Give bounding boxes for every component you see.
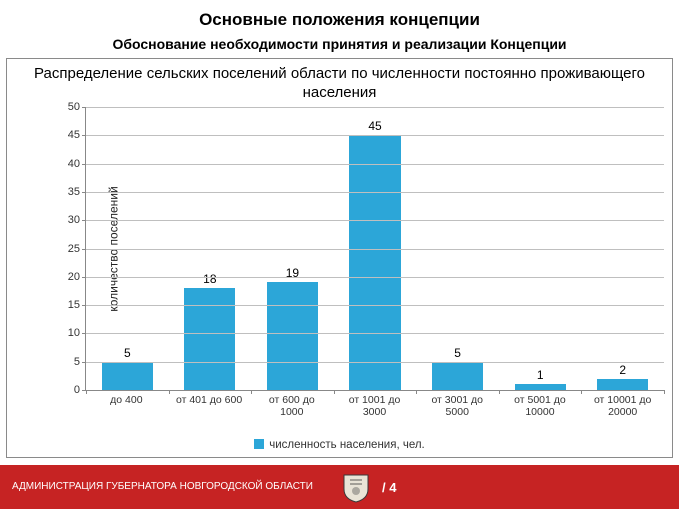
bar-value-label: 2 <box>619 363 626 377</box>
bar: 5 <box>102 362 153 390</box>
x-ticks: до 400от 401 до 600от 600 до 1000от 1001… <box>85 391 664 418</box>
ytick-label: 10 <box>68 327 80 339</box>
gridline <box>86 333 664 334</box>
gridline <box>86 305 664 306</box>
bar-value-label: 5 <box>454 346 461 360</box>
gridline <box>86 135 664 136</box>
gridline <box>86 192 664 193</box>
chart-container: Распределение сельских поселений области… <box>6 58 673 458</box>
xtick-label: от 1001 до 3000 <box>333 391 416 418</box>
bar: 18 <box>184 288 235 390</box>
page-title: Основные положения концепции <box>0 0 679 30</box>
xtick-label: от 401 до 600 <box>168 391 251 418</box>
bar-value-label: 18 <box>203 272 216 286</box>
xtick-label: от 600 до 1000 <box>250 391 333 418</box>
plot: 5181945512 05101520253035404550 <box>85 107 664 391</box>
xtick-label: от 3001 до 5000 <box>416 391 499 418</box>
bar: 45 <box>349 135 400 390</box>
chart-title: Распределение сельских поселений области… <box>7 59 672 105</box>
gridline <box>86 164 664 165</box>
ytick-mark <box>82 135 86 136</box>
legend-swatch <box>254 439 264 449</box>
bar-value-label: 1 <box>537 368 544 382</box>
ytick-label: 45 <box>68 129 80 141</box>
emblem-icon <box>340 471 372 503</box>
xtick-label: от 5001 до 10000 <box>499 391 582 418</box>
bar: 5 <box>432 362 483 390</box>
xtick-mark <box>664 390 665 394</box>
bar: 2 <box>597 379 648 390</box>
gridline <box>86 107 664 108</box>
footer-org: АДМИНИСТРАЦИЯ ГУБЕРНАТОРА НОВГОРОДСКОЙ О… <box>0 481 340 493</box>
ytick-label: 0 <box>74 384 80 396</box>
bar: 19 <box>267 282 318 390</box>
gridline <box>86 277 664 278</box>
ytick-mark <box>82 277 86 278</box>
legend: численность населения, чел. <box>7 439 672 451</box>
ytick-mark <box>82 107 86 108</box>
ytick-label: 25 <box>68 243 80 255</box>
page-subtitle: Обоснование необходимости принятия и реа… <box>0 30 679 56</box>
bar-value-label: 5 <box>124 346 131 360</box>
ytick-label: 40 <box>68 158 80 170</box>
ytick-mark <box>82 333 86 334</box>
ytick-label: 30 <box>68 214 80 226</box>
ytick-label: 35 <box>68 186 80 198</box>
bar-value-label: 45 <box>368 119 381 133</box>
gridline <box>86 362 664 363</box>
ytick-label: 50 <box>68 101 80 113</box>
ytick-mark <box>82 220 86 221</box>
ytick-mark <box>82 249 86 250</box>
footer-bar: АДМИНИСТРАЦИЯ ГУБЕРНАТОРА НОВГОРОДСКОЙ О… <box>0 465 679 509</box>
bar: 1 <box>515 384 566 390</box>
ytick-mark <box>82 305 86 306</box>
ytick-label: 20 <box>68 271 80 283</box>
bar-value-label: 19 <box>286 266 299 280</box>
legend-label: численность населения, чел. <box>269 439 425 451</box>
gridline <box>86 249 664 250</box>
gridline <box>86 220 664 221</box>
plot-area: количество поселений 5181945512 05101520… <box>47 107 664 391</box>
ytick-mark <box>82 362 86 363</box>
ytick-label: 15 <box>68 299 80 311</box>
page-number: / 4 <box>382 480 396 495</box>
xtick-label: от 10001 до 20000 <box>581 391 664 418</box>
ytick-label: 5 <box>74 356 80 368</box>
ytick-mark <box>82 164 86 165</box>
ytick-mark <box>82 192 86 193</box>
xtick-label: до 400 <box>85 391 168 418</box>
